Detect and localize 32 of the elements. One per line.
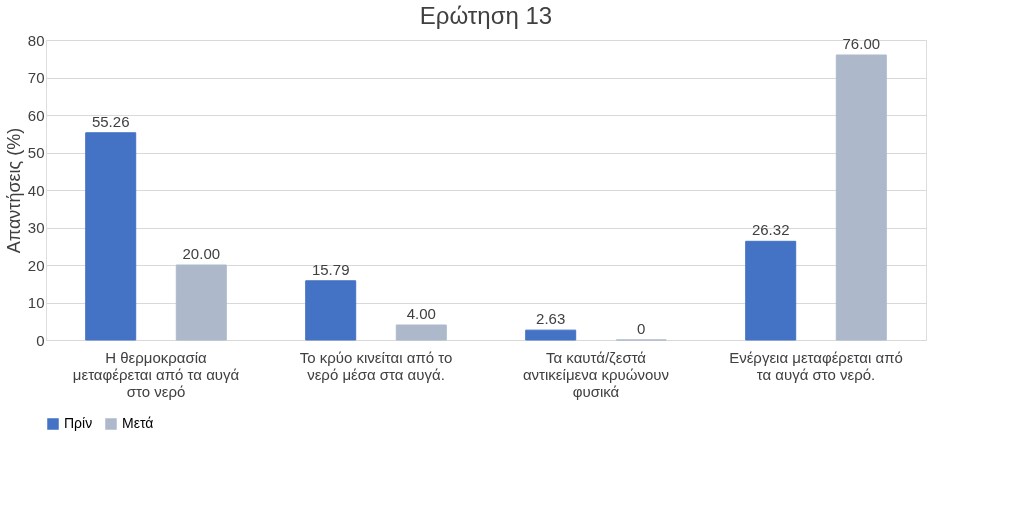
legend-label: Μετά (122, 415, 154, 431)
data-label: 55.26 (91, 112, 130, 130)
data-label: 20.00 (182, 245, 221, 262)
data-label: 15.79 (311, 260, 350, 278)
bar (835, 54, 887, 341)
y-tick-label: 30 (27, 219, 45, 236)
data-label: 76.00 (842, 35, 881, 52)
data-label: 0 (637, 320, 646, 337)
bar (85, 132, 137, 341)
x-tick-label: Η θερμοκρασία μεταφέρεται από τα αυγά στο νερό (72, 348, 240, 400)
data-label: 2.63 (536, 310, 566, 328)
y-axis-title: Απαντήσεις (%) (3, 127, 24, 254)
y-tick-label: 50 (27, 144, 45, 161)
legend-label: Πρίν (64, 415, 93, 431)
chart-title: Ερώτηση 13 (419, 2, 553, 29)
data-label: 4.00 (406, 305, 436, 322)
data-label: 26.32 (751, 221, 790, 239)
bar (745, 240, 797, 341)
y-tick-label: 40 (27, 181, 45, 199)
x-tick-label: Τα καυτά/ζεστά αντικείμενα κρυώνουν φυσικά (522, 348, 670, 400)
y-tick-label: 0 (36, 331, 45, 349)
bar (175, 264, 227, 341)
bar (305, 280, 357, 341)
bar (395, 324, 447, 341)
x-tick-label: Ενέργεια μεταφέρεται από τα αυγά στο νερό. (729, 348, 903, 383)
y-tick-label: 10 (27, 294, 45, 311)
y-tick-label: 70 (27, 69, 45, 86)
y-tick-label: 80 (27, 31, 45, 49)
y-tick-label: 60 (27, 106, 45, 124)
bar (525, 329, 577, 341)
y-tick-label: 20 (27, 256, 45, 274)
x-tick-label: Το κρύο κινείται από το νερό μέσα στα αυγά. (299, 348, 453, 383)
